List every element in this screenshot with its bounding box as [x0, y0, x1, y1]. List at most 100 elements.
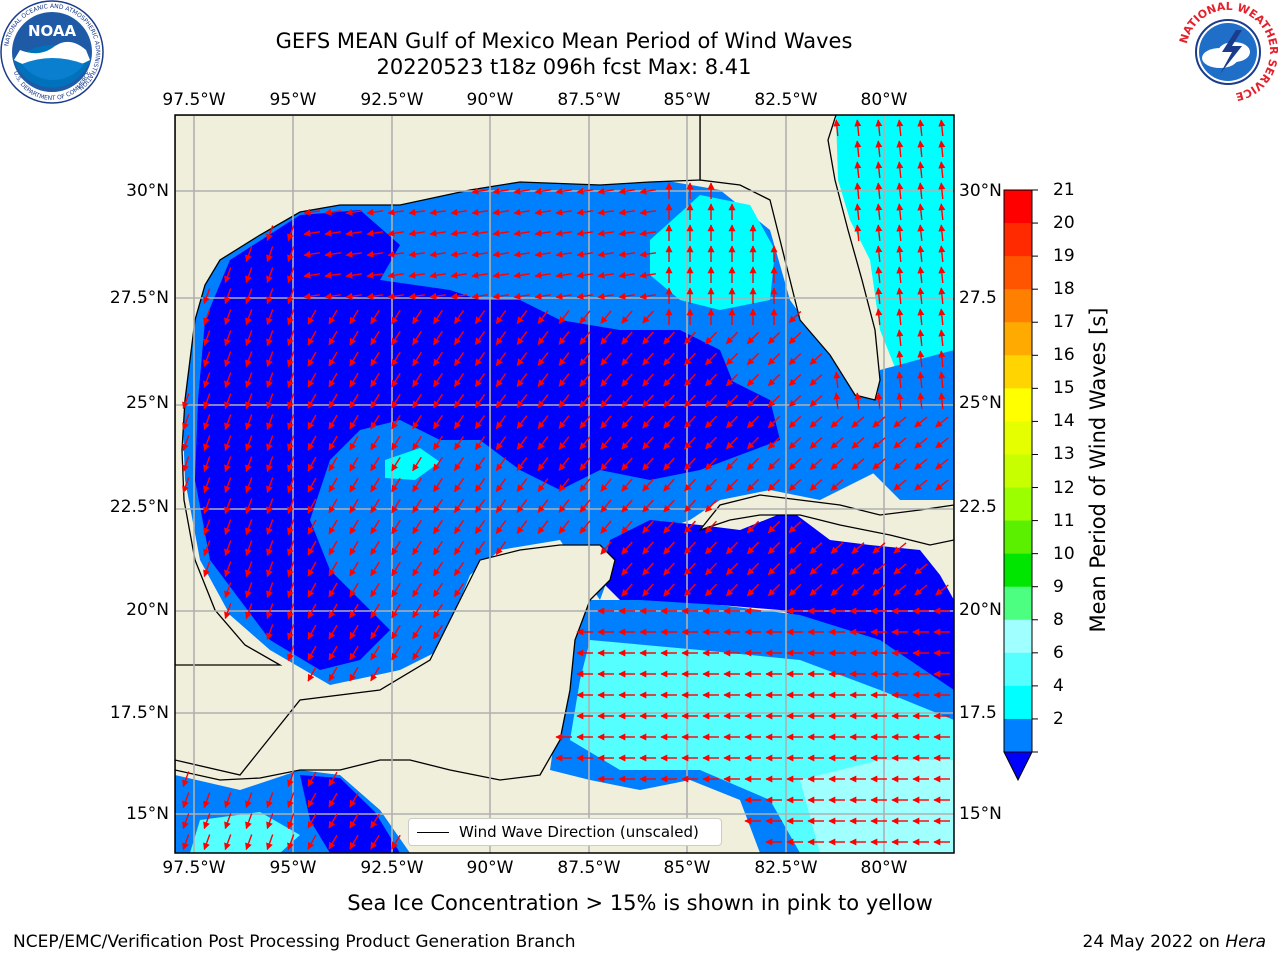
direction-arrow [704, 457, 718, 471]
direction-arrow [725, 541, 739, 555]
direction-arrow [537, 520, 549, 534]
direction-arrow [872, 458, 886, 470]
title-line-2: 20220523 t18z 096h fcst Max: 8.41 [376, 55, 752, 79]
direction-arrow [684, 520, 696, 534]
direction-arrow [324, 208, 342, 216]
direction-arrow [788, 352, 802, 366]
direction-arrow [534, 292, 552, 300]
lon-tick-bottom: 85°W [663, 858, 711, 878]
legend-label: Wind Wave Direction (unscaled) [459, 823, 699, 841]
direction-arrow [851, 542, 865, 554]
direction-arrow [303, 229, 321, 237]
direction-arrow [492, 292, 510, 300]
direction-arrow [370, 582, 380, 598]
direction-arrow [307, 393, 317, 409]
direction-arrow [245, 414, 253, 431]
direction-arrow [896, 308, 904, 326]
direction-arrow [516, 457, 528, 471]
direction-arrow [938, 224, 946, 242]
colorbar-label: 16 [1053, 345, 1075, 366]
direction-arrow [474, 436, 486, 451]
direction-arrow [663, 520, 675, 534]
direction-arrow [370, 666, 380, 682]
direction-arrow [854, 119, 862, 137]
direction-arrow [450, 271, 468, 279]
direction-arrow [579, 499, 591, 513]
direction-arrow [854, 392, 862, 410]
direction-arrow [938, 350, 946, 368]
direction-arrow [203, 414, 211, 431]
direction-arrow [830, 584, 844, 596]
direction-arrow [266, 456, 274, 473]
lat-tick-right: 27.5 [959, 288, 997, 308]
direction-arrow [433, 435, 443, 451]
colorbar-segment [1004, 289, 1032, 323]
direction-arrow [412, 540, 422, 556]
direction-arrow [349, 813, 359, 829]
colorbar-segment [1004, 652, 1032, 687]
direction-arrow [245, 372, 253, 389]
direction-arrow [412, 372, 422, 388]
direction-arrow [328, 834, 338, 850]
direction-arrow [621, 331, 633, 345]
direction-arrow [663, 457, 675, 471]
direction-arrow [245, 267, 253, 284]
direction-arrow [875, 287, 883, 305]
direction-arrow [328, 498, 338, 514]
colorbar-label: 21 [1053, 180, 1075, 200]
direction-arrow [224, 372, 232, 389]
direction-arrow [917, 161, 925, 179]
title-line-1: GEFS MEAN Gulf of Mexico Mean Period of … [275, 29, 853, 53]
direction-arrow [453, 415, 465, 430]
direction-arrow [663, 562, 675, 576]
direction-arrow [875, 161, 883, 179]
direction-arrow [203, 813, 211, 830]
direction-arrow [618, 208, 636, 216]
direction-arrow [809, 395, 823, 407]
direction-arrow [412, 519, 422, 535]
direction-arrow [684, 478, 696, 492]
direction-arrow [370, 498, 380, 514]
direction-arrow [579, 352, 591, 366]
direction-arrow [788, 394, 802, 408]
direction-arrow [287, 540, 295, 557]
direction-arrow [642, 373, 654, 387]
direction-arrow [663, 436, 675, 450]
direction-arrow [537, 499, 549, 513]
direction-arrow [872, 542, 886, 554]
direction-arrow [495, 415, 507, 430]
direction-arrow [307, 498, 317, 514]
direction-arrow [495, 331, 507, 346]
direction-arrow [917, 287, 925, 305]
caribbean-water-lightest [800, 760, 954, 853]
direction-arrow [245, 519, 253, 536]
direction-arrow [366, 250, 384, 258]
direction-arrow [809, 479, 823, 491]
direction-arrow [597, 208, 615, 216]
colorbar-title: Mean Period of Wind Waves [s] [1086, 307, 1110, 633]
direction-arrow [788, 520, 802, 534]
direction-arrow [896, 140, 904, 158]
direction-arrow [370, 414, 380, 430]
direction-arrow [328, 477, 338, 493]
direction-arrow [788, 373, 802, 387]
direction-arrow [391, 393, 401, 409]
direction-arrow [558, 520, 570, 534]
direction-arrow [328, 519, 338, 535]
direction-arrow [391, 624, 401, 640]
direction-arrow [917, 350, 925, 368]
direction-arrow [245, 330, 253, 347]
direction-arrow [704, 436, 718, 450]
direction-arrow [287, 309, 295, 326]
direction-arrow [203, 792, 211, 809]
direction-arrow [663, 331, 675, 345]
direction-arrow [516, 499, 528, 513]
direction-arrow [345, 292, 363, 300]
direction-arrow [453, 562, 465, 577]
direction-arrow [875, 245, 883, 263]
direction-arrow [746, 562, 760, 576]
direction-arrow [833, 119, 841, 137]
direction-arrow [513, 208, 531, 216]
direction-arrow [203, 456, 211, 473]
direction-arrow [245, 813, 253, 830]
